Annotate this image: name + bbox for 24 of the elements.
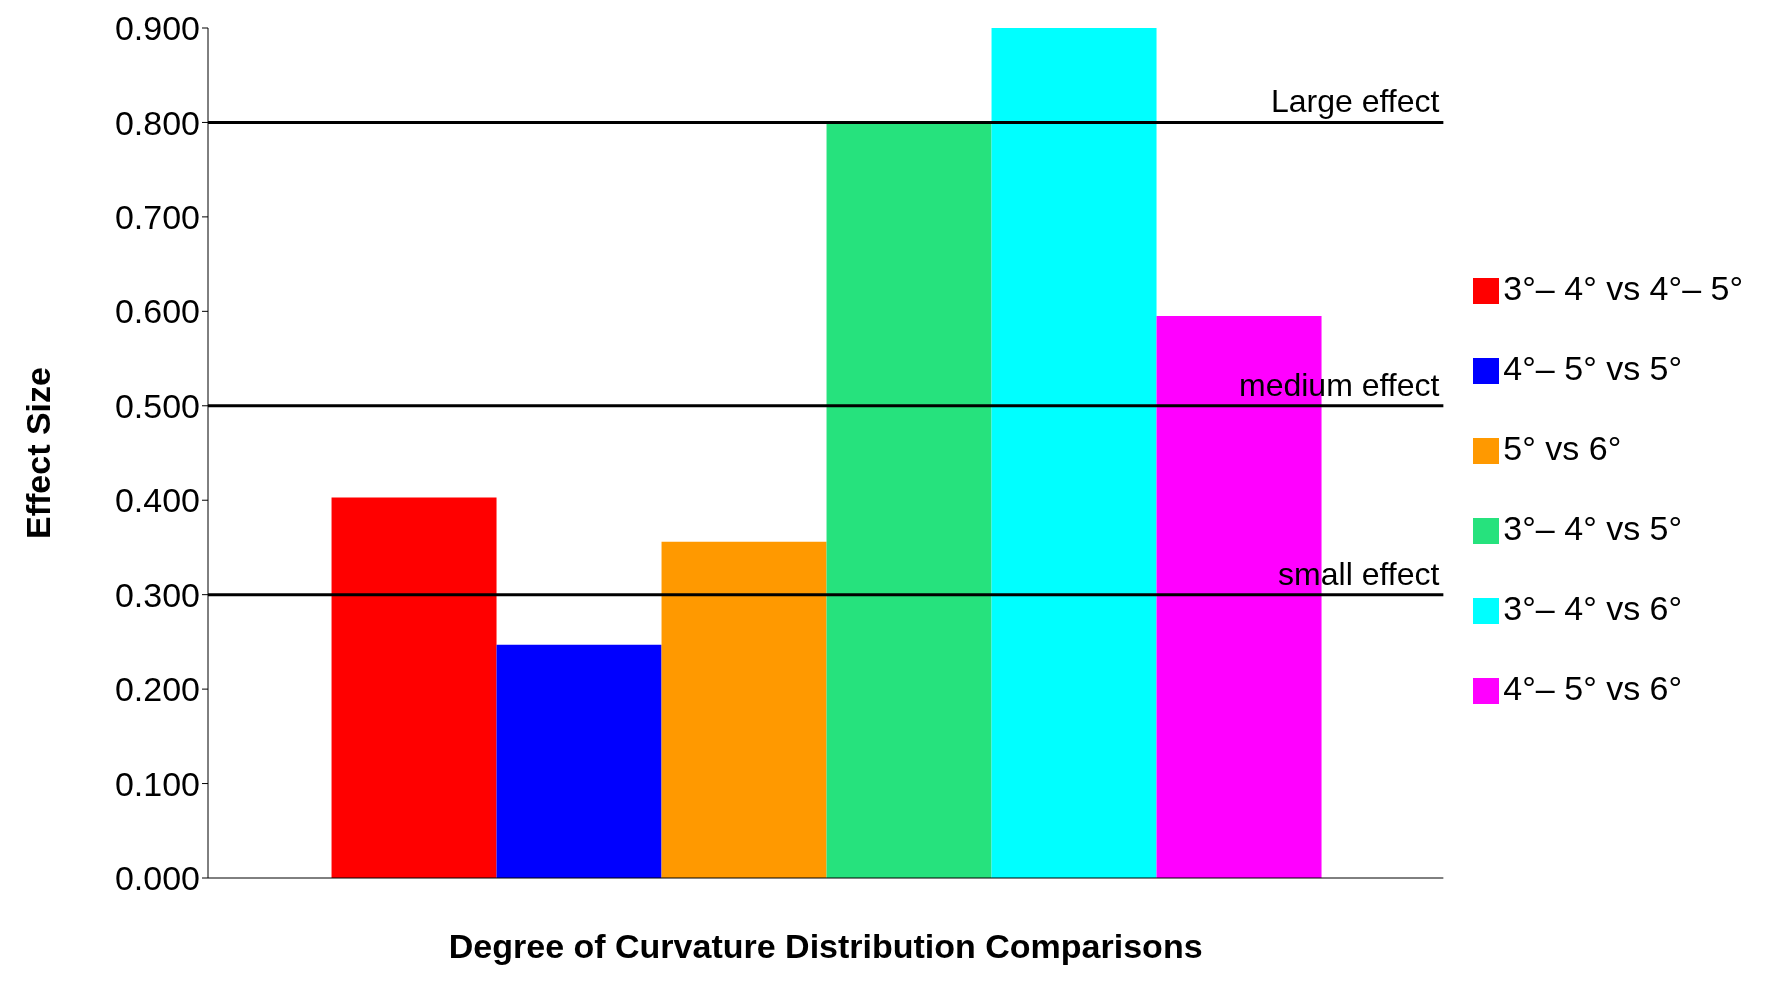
legend-label: 3°– 4° vs 5° [1503,509,1683,547]
y-tick-label: 0.900 [114,9,200,48]
bar [331,497,497,878]
legend-label: 5° vs 6° [1503,429,1622,467]
legend-label: 4°– 5° vs 6° [1503,669,1683,707]
bar [991,28,1157,878]
y-tick-label: 0.600 [114,292,200,331]
legend-label: 4°– 5° vs 5° [1503,349,1683,387]
y-tick-label: 0.100 [114,764,200,803]
bar [496,644,662,878]
legend-label: 3°– 4° vs 4°– 5° [1503,269,1743,307]
bar [826,122,992,878]
y-tick-label: 0.800 [114,103,200,142]
y-tick-label: 0.300 [114,575,200,614]
legend-label: 3°– 4° vs 6° [1503,589,1683,627]
ref-line-label: Large effect [1270,83,1440,120]
y-tick-label: 0.200 [114,670,200,709]
y-tick-label: 0.400 [114,481,200,520]
x-axis-title: Degree of Curvature Distribution Comparisons [448,927,1203,965]
y-tick-label: 0.000 [114,859,200,898]
y-tick-label: 0.500 [114,386,200,425]
y-tick-label: 0.700 [114,197,200,236]
y-axis-title: Effect Size [19,367,58,539]
bar [661,541,827,878]
